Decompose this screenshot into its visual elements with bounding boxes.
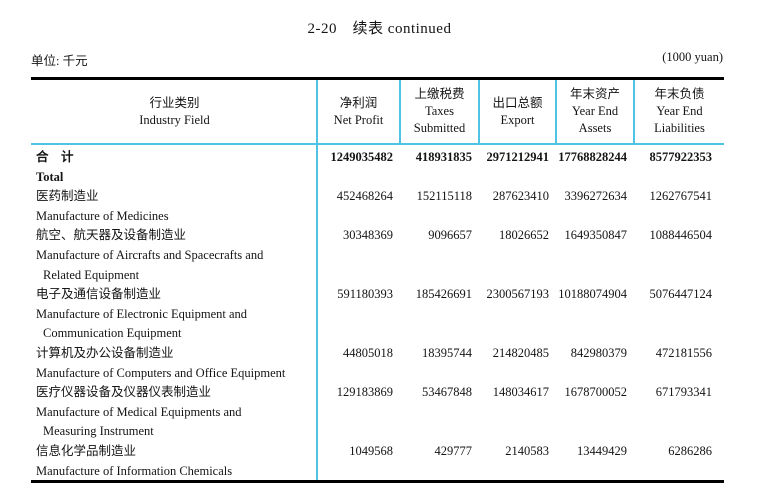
statistics-table: 行业类别 Industry Field 净利润 Net Profit 上缴税费 Taxes… — [31, 77, 724, 483]
value-cell: 9096657 — [428, 228, 472, 243]
column-header-cn: 出口总额 — [492, 95, 543, 110]
table-row-line: Manufacture of Computers and Office Equi… — [31, 364, 724, 384]
value-cell: 671793341 — [655, 385, 712, 400]
value-cell: 2971212941 — [486, 150, 550, 164]
table-row-line: Communication Equipment — [31, 324, 724, 344]
column-header-1: 净利润 Net Profit — [318, 80, 399, 143]
column-header-en: Net Profit — [333, 112, 384, 127]
industry-label-cn: 电子及通信设备制造业 — [36, 287, 162, 302]
table-row-line: Related Equipment — [31, 266, 724, 286]
industry-label-en: Communication Equipment — [43, 326, 182, 341]
value-cell: 10188074904 — [558, 287, 627, 302]
industry-label-en: Manufacture of Medical Equipments and — [36, 404, 242, 419]
table-row-line: 合 计 1249035482 418931835 2971212941 17768828… — [31, 148, 724, 168]
value-cell: 30348369 — [343, 228, 393, 243]
column-header-2: 上缴税费 Taxes Submitted — [399, 80, 478, 143]
table-row-line: Measuring Instrument — [31, 422, 724, 442]
value-cell: 842980379 — [570, 345, 627, 360]
column-header-3: 出口总额 Export — [478, 80, 555, 143]
column-header-en: Export — [500, 112, 535, 127]
industry-label-cn: 信息化学品制造业 — [36, 443, 137, 458]
value-cell: 53467848 — [422, 385, 472, 400]
value-cell: 287623410 — [492, 189, 549, 204]
value-cell: 1262767541 — [649, 189, 713, 204]
column-header-en: Liabilities — [654, 121, 705, 135]
table-row-line: Manufacture of Aircrafts and Spacecrafts… — [31, 246, 724, 266]
value-cell: 152115118 — [416, 189, 472, 204]
value-cell: 1249035482 — [330, 150, 394, 164]
table-body: 合 计 1249035482 418931835 2971212941 17768828… — [31, 145, 724, 480]
industry-label-cn: 计算机及办公设备制造业 — [36, 345, 174, 360]
table-row-line: 医药制造业 452468264 152115118 287623410 33962726… — [31, 187, 724, 207]
table-row-line: Manufacture of Medical Equipments and — [31, 403, 724, 423]
industry-label-en: Measuring Instrument — [43, 424, 154, 439]
table-row-line: Manufacture of Medicines — [31, 207, 724, 227]
table-row-line: 航空、航天器及设备制造业 30348369 9096657 18026652 16493… — [31, 226, 724, 246]
column-header-cn: 年末负债 — [654, 87, 705, 101]
industry-label-en: Manufacture of Information Chemicals — [36, 463, 233, 478]
value-cell: 18026652 — [499, 228, 549, 243]
column-header-en: Taxes — [425, 104, 454, 118]
table-row-line: 信息化学品制造业 1049568 429777 2140583 13449429 6286… — [31, 442, 724, 462]
unit-label-en: (1000 yuan) — [662, 50, 723, 64]
industry-label-cn: 医疗仪器设备及仪器仪表制造业 — [36, 385, 212, 400]
industry-label-en: Total — [36, 169, 64, 184]
unit-label-cn: 单位: 千元 — [31, 54, 88, 68]
column-header-cn: 上缴税费 — [414, 87, 465, 101]
industry-label-en: Manufacture of Electronic Equipment and — [36, 306, 248, 321]
value-cell: 1088446504 — [649, 228, 713, 243]
industry-label-en: Related Equipment — [43, 267, 140, 282]
value-cell: 1649350847 — [564, 228, 628, 243]
table-row-line: 电子及通信设备制造业 591180393 185426691 2300567193 10… — [31, 285, 724, 305]
page-title: 2-20 续表 continued — [307, 21, 452, 37]
value-cell: 148034617 — [492, 385, 549, 400]
value-cell: 591180393 — [337, 287, 393, 302]
industry-label-en: Manufacture of Medicines — [36, 208, 169, 223]
industry-label-cn: 航空、航天器及设备制造业 — [36, 228, 187, 243]
table-row-line: 计算机及办公设备制造业 44805018 18395744 214820485 8429… — [31, 344, 724, 364]
column-separator-line — [316, 80, 318, 480]
value-cell: 2300567193 — [486, 287, 550, 302]
column-header-en: Submitted — [413, 121, 466, 135]
value-cell: 472181556 — [655, 345, 712, 360]
value-cell: 8577922353 — [649, 150, 713, 164]
column-header-5: 年末负债 Year End Liabilities — [633, 80, 724, 143]
value-cell: 44805018 — [343, 345, 393, 360]
industry-label-en: Manufacture of Computers and Office Equi… — [36, 365, 286, 380]
table-row-line: Manufacture of Information Chemicals — [31, 462, 724, 482]
column-header-en: Assets — [578, 121, 612, 135]
table-row-line: 医疗仪器设备及仪器仪表制造业 129183869 53467848 148034617… — [31, 383, 724, 403]
value-cell: 418931835 — [415, 150, 472, 164]
value-cell: 3396272634 — [564, 189, 628, 204]
value-cell: 1049568 — [349, 443, 393, 458]
column-header-cn: 年末资产 — [569, 87, 620, 101]
value-cell: 2140583 — [505, 443, 549, 458]
column-header-0: 行业类别 Industry Field — [31, 80, 318, 143]
value-cell: 1678700052 — [564, 385, 628, 400]
table-row-line: Total — [31, 168, 724, 188]
value-cell: 6286286 — [668, 443, 712, 458]
value-cell: 452468264 — [336, 189, 393, 204]
unit-row: 单位: 千元 (1000 yuan) — [31, 50, 723, 69]
industry-label-cn: 医药制造业 — [36, 189, 99, 204]
value-cell: 429777 — [434, 443, 473, 458]
column-header-en: Industry Field — [139, 112, 210, 127]
column-header-cn: 净利润 — [339, 95, 378, 110]
industry-label-cn: 合 计 — [36, 150, 74, 164]
value-cell: 18395744 — [422, 345, 472, 360]
column-header-en: Year End — [656, 104, 703, 118]
column-header-cn: 行业类别 — [149, 95, 200, 110]
value-cell: 5076447124 — [649, 287, 713, 302]
value-cell: 13449429 — [577, 443, 627, 458]
industry-label-en: Manufacture of Aircrafts and Spacecrafts… — [36, 247, 264, 262]
value-cell: 129183869 — [336, 385, 393, 400]
column-header-4: 年末资产 Year End Assets — [555, 80, 633, 143]
value-cell: 214820485 — [492, 345, 549, 360]
column-header-en: Year End — [571, 104, 619, 118]
value-cell: 185426691 — [415, 287, 472, 302]
value-cell: 17768828244 — [558, 150, 627, 164]
table-row-line: Manufacture of Electronic Equipment and — [31, 305, 724, 325]
table-header: 行业类别 Industry Field 净利润 Net Profit 上缴税费 Taxes… — [31, 80, 724, 145]
